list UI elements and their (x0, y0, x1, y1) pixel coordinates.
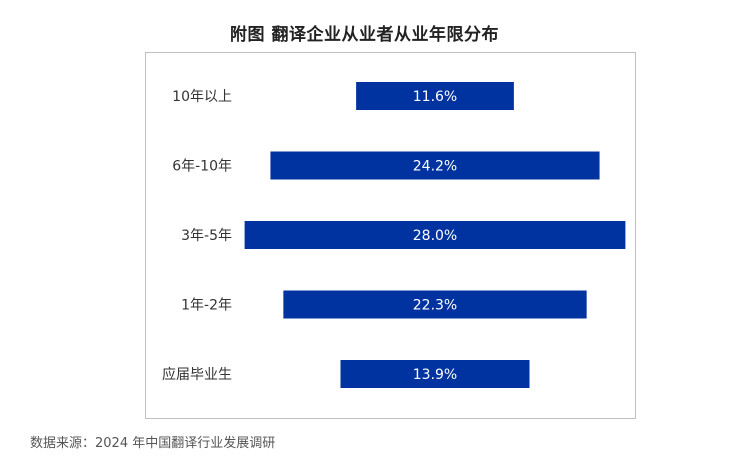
data-label: 22.3% (413, 298, 457, 314)
category-label: 3年-5年 (181, 228, 232, 244)
chart-title: 附图 翻译企业从业者从业年限分布 (230, 25, 499, 45)
category-label: 10年以上 (172, 89, 232, 105)
bar (356, 82, 514, 110)
bar (270, 151, 600, 180)
bar (244, 221, 626, 249)
bar (283, 290, 587, 319)
category-label: 1年-2年 (181, 298, 232, 314)
data-source-note: 数据来源：2024 年中国翻译行业发展调研 (30, 436, 276, 451)
data-label: 11.6% (413, 89, 457, 105)
category-label: 6年-10年 (172, 159, 232, 175)
bar (340, 360, 530, 388)
category-label: 应届毕业生 (162, 366, 232, 383)
data-label: 13.9% (413, 367, 457, 383)
data-label: 28.0% (413, 228, 457, 244)
data-label: 24.2% (413, 159, 457, 175)
